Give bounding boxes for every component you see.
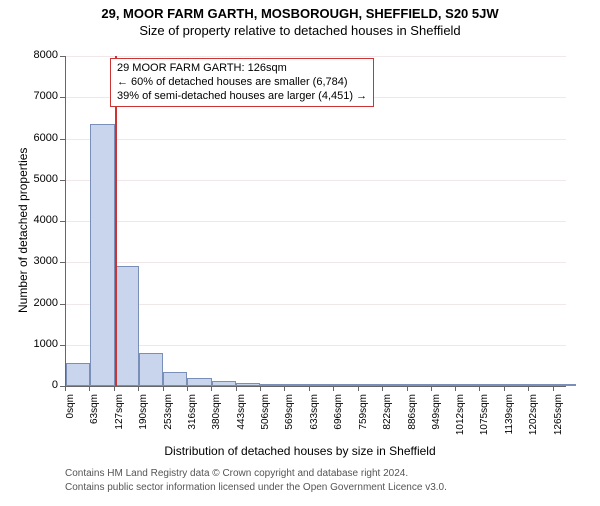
y-tick-label: 8000	[23, 49, 58, 61]
x-tick-mark	[504, 386, 505, 391]
x-tick-label: 316sqm	[187, 394, 198, 444]
x-tick-mark	[431, 386, 432, 391]
histogram-bar	[66, 363, 90, 386]
histogram-bar	[479, 384, 503, 386]
y-tick-label: 3000	[23, 255, 58, 267]
histogram-bar	[285, 384, 309, 386]
y-tick-mark	[60, 221, 65, 222]
x-tick-mark	[65, 386, 66, 391]
histogram-bar	[309, 384, 333, 386]
annotation-box: 29 MOOR FARM GARTH: 126sqm ← 60% of deta…	[110, 58, 374, 107]
x-tick-mark	[407, 386, 408, 391]
histogram-bar	[527, 384, 551, 386]
histogram-bar	[455, 384, 479, 386]
y-tick-mark	[60, 262, 65, 263]
x-tick-mark	[89, 386, 90, 391]
histogram-bar	[260, 384, 284, 386]
histogram-bar	[333, 384, 357, 386]
histogram-bar	[357, 384, 381, 386]
gridline	[66, 262, 566, 263]
y-tick-mark	[60, 139, 65, 140]
histogram-bar	[503, 384, 527, 386]
x-tick-mark	[138, 386, 139, 391]
x-tick-mark	[382, 386, 383, 391]
histogram-bar	[90, 124, 114, 386]
x-tick-mark	[479, 386, 480, 391]
x-tick-mark	[187, 386, 188, 391]
x-tick-label: 63sqm	[89, 394, 100, 444]
y-tick-label: 5000	[23, 173, 58, 185]
y-tick-mark	[60, 345, 65, 346]
x-tick-label: 1075sqm	[479, 394, 490, 444]
histogram-bar	[430, 384, 454, 386]
y-tick-label: 6000	[23, 132, 58, 144]
x-tick-label: 1265sqm	[553, 394, 564, 444]
annotation-line-3: 39% of semi-detached houses are larger (…	[117, 90, 367, 104]
x-tick-mark	[528, 386, 529, 391]
x-tick-mark	[553, 386, 554, 391]
y-tick-mark	[60, 180, 65, 181]
x-tick-label: 696sqm	[333, 394, 344, 444]
x-tick-mark	[114, 386, 115, 391]
histogram-bar	[163, 372, 187, 386]
gridline	[66, 304, 566, 305]
histogram-bar	[212, 381, 236, 386]
gridline	[66, 139, 566, 140]
gridline	[66, 56, 566, 57]
x-tick-mark	[455, 386, 456, 391]
y-tick-mark	[60, 56, 65, 57]
x-tick-label: 633sqm	[309, 394, 320, 444]
histogram-bar	[406, 384, 430, 386]
histogram-bar	[187, 378, 211, 386]
x-tick-mark	[309, 386, 310, 391]
x-tick-mark	[358, 386, 359, 391]
x-tick-mark	[211, 386, 212, 391]
y-tick-label: 4000	[23, 214, 58, 226]
x-tick-label: 822sqm	[382, 394, 393, 444]
x-tick-label: 1139sqm	[504, 394, 515, 444]
gridline	[66, 345, 566, 346]
x-tick-label: 380sqm	[211, 394, 222, 444]
x-axis-label: Distribution of detached houses by size …	[0, 444, 600, 458]
y-tick-mark	[60, 304, 65, 305]
x-tick-mark	[284, 386, 285, 391]
x-tick-label: 886sqm	[407, 394, 418, 444]
histogram-bar	[236, 383, 260, 386]
gridline	[66, 221, 566, 222]
histogram-bar	[552, 384, 576, 386]
x-tick-label: 127sqm	[114, 394, 125, 444]
x-tick-label: 0sqm	[65, 394, 76, 444]
x-tick-mark	[236, 386, 237, 391]
gridline	[66, 180, 566, 181]
histogram-bar	[115, 266, 139, 386]
footer-copyright-2: Contains public sector information licen…	[65, 482, 447, 493]
x-tick-label: 1202sqm	[528, 394, 539, 444]
chart-title-sub: Size of property relative to detached ho…	[0, 23, 600, 38]
histogram-bar	[139, 353, 163, 386]
y-tick-label: 7000	[23, 90, 58, 102]
x-tick-mark	[333, 386, 334, 391]
annotation-line-1: 29 MOOR FARM GARTH: 126sqm	[117, 62, 367, 76]
x-tick-label: 949sqm	[431, 394, 442, 444]
y-tick-label: 1000	[23, 338, 58, 350]
y-tick-label: 0	[23, 379, 58, 391]
footer-copyright-1: Contains HM Land Registry data © Crown c…	[65, 468, 408, 479]
annotation-line-2: ← 60% of detached houses are smaller (6,…	[117, 76, 367, 90]
x-tick-label: 1012sqm	[455, 394, 466, 444]
x-tick-label: 443sqm	[236, 394, 247, 444]
x-tick-label: 506sqm	[260, 394, 271, 444]
x-tick-label: 569sqm	[284, 394, 295, 444]
chart-title-main: 29, MOOR FARM GARTH, MOSBOROUGH, SHEFFIE…	[0, 6, 600, 21]
histogram-bar	[382, 384, 406, 386]
x-tick-mark	[260, 386, 261, 391]
x-tick-label: 253sqm	[163, 394, 174, 444]
x-tick-label: 190sqm	[138, 394, 149, 444]
y-tick-mark	[60, 97, 65, 98]
y-tick-label: 2000	[23, 297, 58, 309]
x-tick-mark	[163, 386, 164, 391]
x-tick-label: 759sqm	[358, 394, 369, 444]
